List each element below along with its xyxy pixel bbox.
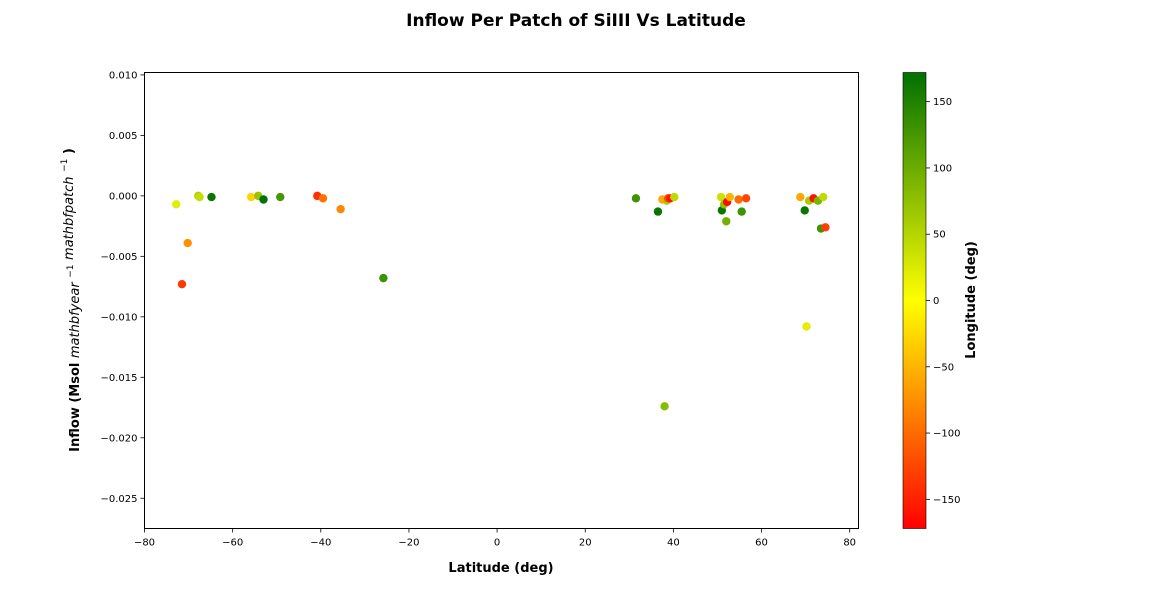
colorbar-tick-label: 100 [933,163,952,174]
y-tick-label: −0.025 [100,494,137,505]
y-axis-label: Inflow (Msol mathbfyear −1 mathbfpatch −… [56,148,83,452]
data-point [716,192,726,202]
data-point [207,192,216,202]
colorbar-tick-label: −150 [933,495,960,506]
colorbar [902,72,927,529]
y-tick-label: −0.005 [100,252,137,263]
data-point [259,195,268,204]
data-point [796,192,805,202]
chart-title: Inflow Per Patch of SiIII Vs Latitude [406,11,746,31]
plot-area [144,72,859,529]
x-axis-ticks: −80 −60 −40 −20 0 20 40 60 80 [134,528,856,549]
data-point [741,194,751,203]
data-point [802,322,811,331]
y-axis-label-unit-patch: mathbfpatch [62,176,77,260]
x-tick-label: 0 [494,538,500,549]
y-axis-label-exp-patch: −1 [60,159,70,172]
data-point [800,206,809,215]
x-tick-label: −40 [310,538,331,549]
colorbar-tick-label: 150 [933,97,952,108]
y-axis-label-suffix: ) [62,148,77,154]
colorbar-tick-label: 50 [933,230,946,241]
data-point [318,194,328,203]
data-point [195,192,204,202]
y-tick-label: −0.010 [100,312,137,323]
x-tick-label: 20 [579,538,592,549]
data-point [177,279,187,289]
data-point [737,207,746,216]
data-point [670,192,679,202]
data-point [246,192,256,202]
y-axis-label-exp-year: −1 [66,264,76,277]
y-tick-label: 0.000 [109,191,138,202]
data-point [336,204,345,214]
x-tick-label: 60 [755,538,768,549]
data-point [379,273,388,283]
y-tick-label: 0.005 [109,131,138,142]
x-tick-label: 40 [667,538,680,549]
colorbar-tick-label: 0 [933,296,939,307]
data-point [725,192,735,202]
x-tick-label: −20 [398,538,419,549]
y-tick-label: −0.020 [100,433,137,444]
data-points [172,191,830,411]
y-axis-ticks: 0.010 0.005 0.000 −0.005 −0.010 −0.015 −0.020 −… [100,70,145,505]
x-tick-label: −60 [222,538,243,549]
data-point [819,192,828,202]
y-tick-label: 0.010 [109,70,138,81]
data-point [653,207,663,216]
data-point [821,223,830,232]
colorbar-ticks: 150 100 50 0 −50 −100 −150 [926,97,960,506]
data-point [172,200,181,209]
data-point [734,195,743,204]
y-tick-label: −0.015 [100,373,137,384]
x-axis-label: Latitude (deg) [448,561,553,576]
colorbar-tick-label: −50 [933,362,954,373]
data-point [631,194,641,203]
x-tick-label: −80 [134,538,155,549]
data-point [660,402,669,411]
x-tick-label: 80 [843,538,856,549]
data-point [276,192,285,202]
y-axis-label-unit-year: mathbfyear [68,281,83,358]
data-point [183,238,192,248]
colorbar-label: Longitude (deg) [964,241,979,359]
colorbar-tick-label: −100 [933,429,960,440]
y-axis-label-prefix: Inflow (Msol [68,358,83,452]
data-point [722,217,731,226]
